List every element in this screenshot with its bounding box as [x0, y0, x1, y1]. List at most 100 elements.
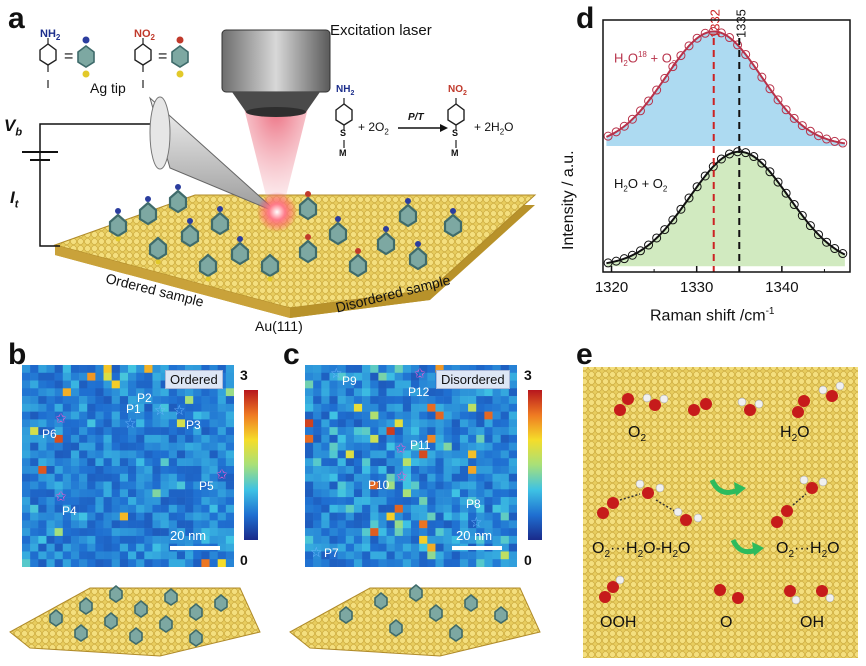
heatmap-cell	[321, 427, 330, 436]
heatmap-cell	[22, 551, 31, 560]
heatmap-cell	[217, 442, 227, 451]
heatmap-cell	[119, 419, 129, 428]
heatmap-cell	[386, 504, 395, 513]
heatmap-cell	[394, 466, 404, 475]
heatmap-cell	[329, 543, 338, 552]
heatmap-cell	[209, 458, 218, 467]
heatmap-cell	[370, 535, 379, 544]
heatmap-cell	[38, 442, 47, 451]
heatmap-cell	[70, 481, 80, 490]
heatmap-cell	[225, 450, 234, 459]
heatmap-cell	[201, 535, 210, 544]
heatmap-cell	[386, 365, 395, 374]
heatmap-cell	[185, 551, 194, 560]
heatmap-cell	[443, 450, 453, 459]
heatmap-cell	[103, 504, 112, 513]
heatmap-cell	[492, 489, 501, 498]
heatmap-cell	[427, 419, 436, 428]
heatmap-cell	[193, 504, 202, 513]
heatmap-cell	[128, 458, 137, 467]
heatmap-cell	[95, 365, 104, 374]
heatmap-cell	[427, 442, 436, 451]
heatmap-cell	[46, 427, 55, 436]
heatmap-cell	[451, 489, 461, 498]
heatmap-cell	[337, 551, 347, 560]
heatmap-cell	[111, 528, 121, 537]
heatmap-cell	[411, 411, 420, 420]
heatmap-cell	[168, 497, 178, 506]
heatmap-cell	[362, 403, 371, 412]
heatmap-cell	[217, 559, 227, 567]
heatmap-cell	[492, 528, 501, 537]
heatmap-cell	[484, 473, 493, 482]
heatmap-cell	[337, 559, 347, 567]
heatmap-cell	[144, 504, 153, 513]
heatmap-cell	[22, 403, 31, 412]
heatmap-cell	[185, 411, 194, 420]
heatmap-cell	[128, 481, 137, 490]
heatmap-cell	[492, 551, 501, 560]
heatmap-cell	[500, 497, 510, 506]
heatmap-cell	[476, 427, 485, 436]
heatmap-cell	[38, 497, 47, 506]
heatmap-cell	[386, 512, 395, 521]
heatmap-cell	[217, 365, 227, 374]
heatmap-cell	[353, 396, 363, 405]
heatmap-cell	[435, 442, 444, 451]
heatmap-cell	[95, 543, 104, 552]
heatmap-cell	[62, 434, 72, 443]
heatmap-cell	[185, 504, 194, 513]
heatmap-cell	[201, 466, 210, 475]
heatmap-cell	[337, 520, 347, 529]
heatmap-cell	[193, 458, 202, 467]
star-p9-icon: ☆	[330, 365, 343, 381]
heatmap-cell	[160, 551, 170, 560]
heatmap-cell	[508, 419, 517, 428]
heatmap-cell	[329, 396, 338, 405]
heatmap-cell	[95, 380, 104, 389]
heatmap-cell	[305, 365, 314, 374]
point-p2: P2	[137, 391, 152, 405]
heatmap-cell	[468, 403, 477, 412]
heatmap-cell	[435, 535, 444, 544]
heatmap-cell	[313, 466, 322, 475]
heatmap-cell	[378, 403, 387, 412]
heatmap-cell	[345, 512, 355, 521]
heatmap-cell	[225, 473, 234, 482]
heatmap-cell	[394, 543, 404, 552]
heatmap-cell	[329, 450, 338, 459]
heatmap-cell	[103, 489, 112, 498]
heatmap-cell	[402, 458, 412, 467]
heatmap-cell	[305, 559, 314, 567]
heatmap-cell	[370, 411, 379, 420]
heatmap-cell	[313, 543, 322, 552]
reaction-scheme	[335, 98, 465, 148]
heatmap-cell	[38, 403, 47, 412]
heatmap-cell	[427, 497, 436, 506]
heatmap-cell	[87, 551, 96, 560]
heatmap-cell	[476, 535, 485, 544]
heatmap-cell	[217, 427, 227, 436]
heatmap-cell	[193, 473, 202, 482]
heatmap-cell	[152, 473, 161, 482]
heatmap-cell	[313, 403, 322, 412]
equals-1: =	[64, 48, 74, 65]
heatmap-cell	[87, 559, 96, 567]
heatmap-cell	[378, 442, 387, 451]
heatmap-cell	[402, 528, 412, 537]
heatmap-cell	[378, 450, 387, 459]
heatmap-cell	[95, 481, 104, 490]
heatmap-cell	[46, 403, 55, 412]
heatmap-cell	[443, 504, 453, 513]
heatmap-cell	[70, 380, 80, 389]
heatmap-cell	[209, 528, 218, 537]
heatmap-cell	[95, 442, 104, 451]
heatmap-cell	[337, 419, 347, 428]
heatmap-cell	[54, 543, 64, 552]
heatmap-cell	[500, 458, 510, 467]
heatmap-cell	[70, 458, 80, 467]
heatmap-cell	[185, 489, 194, 498]
heatmap-cell	[345, 528, 355, 537]
heatmap-cell	[468, 458, 477, 467]
rxn-s2: S	[452, 128, 459, 138]
